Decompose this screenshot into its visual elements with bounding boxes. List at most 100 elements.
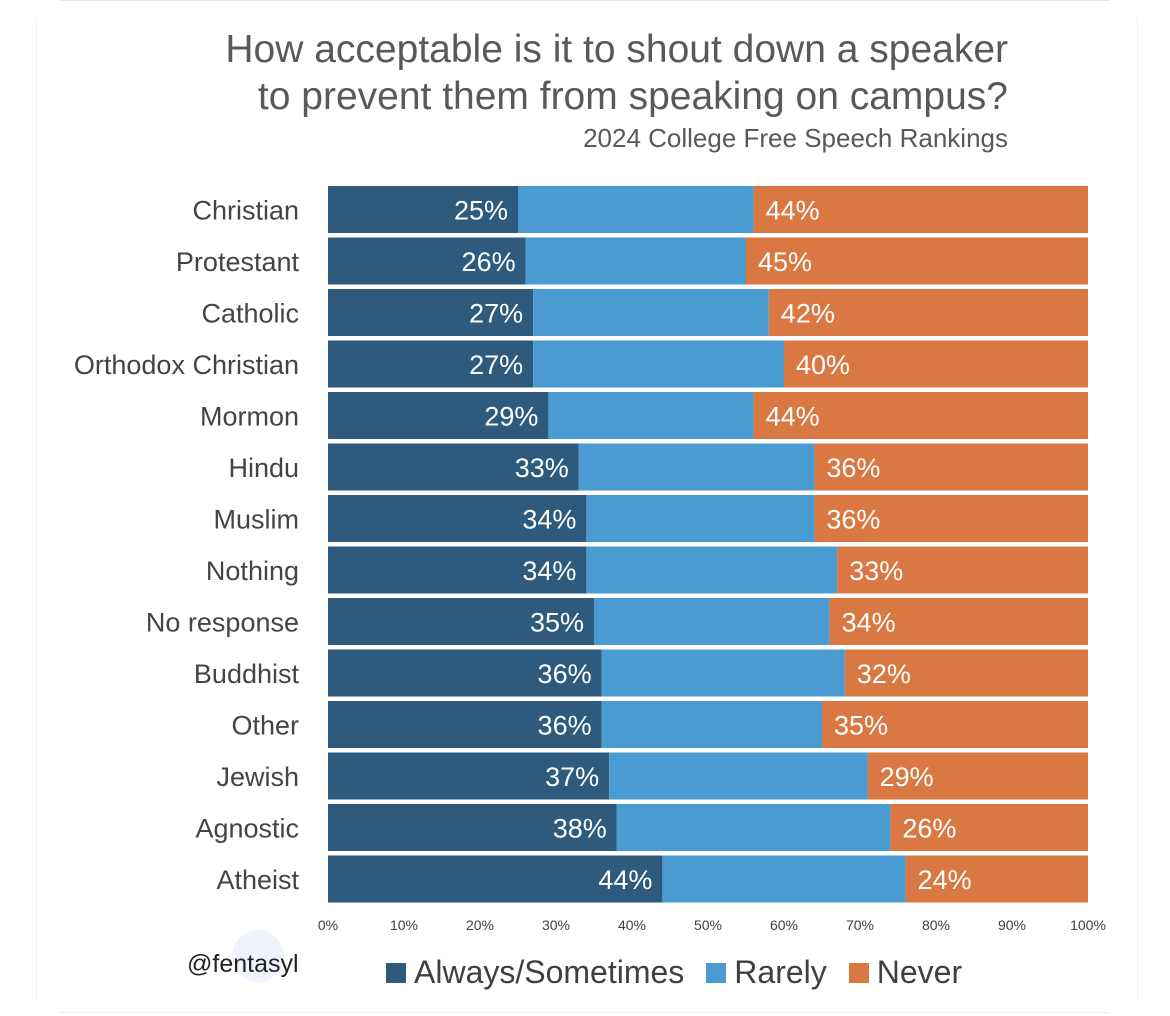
data-label-always-catholic: 27% [469, 299, 523, 329]
legend-item-always: Always/Sometimes [386, 954, 684, 991]
legend-label-always: Always/Sometimes [414, 954, 685, 990]
category-label-muslim: Muslim [214, 505, 300, 535]
data-label-never-protestant: 45% [758, 247, 812, 277]
category-label-catholic: Catholic [201, 299, 299, 329]
legend-swatch-never [848, 962, 869, 983]
category-label-jewish: Jewish [216, 762, 299, 792]
data-label-never-orthodox-christian: 40% [796, 350, 850, 380]
x-tick-label: 10% [390, 917, 418, 933]
bar-never-other [822, 701, 1088, 748]
data-label-never-buddhist: 32% [857, 659, 911, 689]
category-label-no-response: No response [146, 608, 299, 638]
top-divider [60, 0, 1110, 1]
data-label-never-no-response: 34% [842, 608, 896, 638]
data-label-never-christian: 44% [766, 196, 820, 226]
bar-rarely-muslim [586, 495, 815, 542]
bar-always-no-response [328, 598, 594, 645]
data-label-always-nothing: 34% [522, 556, 576, 586]
bar-never-nothing [837, 546, 1088, 594]
chart-title-line-2: to prevent them from speaking on campus? [257, 75, 1008, 118]
legend-item-never: Never [848, 954, 962, 991]
bar-never-atheist [905, 855, 1088, 903]
bar-never-mormon [753, 392, 1088, 439]
data-label-always-buddhist: 36% [538, 659, 592, 689]
legend-label-rarely: Rarely [734, 954, 827, 990]
data-label-never-mormon: 44% [766, 402, 820, 432]
data-label-always-hindu: 33% [515, 453, 569, 483]
data-label-always-muslim: 34% [522, 505, 576, 535]
category-label-other: Other [231, 711, 299, 741]
x-tick-label: 90% [998, 917, 1026, 933]
data-label-always-orthodox-christian: 27% [469, 350, 523, 380]
bar-never-christian [753, 186, 1088, 233]
data-label-always-mormon: 29% [484, 402, 538, 432]
bar-never-muslim [814, 495, 1088, 542]
bar-rarely-buddhist [601, 649, 845, 697]
legend-item-rarely: Rarely [706, 954, 827, 991]
bar-always-hindu [328, 443, 579, 491]
bar-always-buddhist [328, 649, 602, 697]
category-label-mormon: Mormon [200, 402, 299, 432]
chart-legend: Always/Sometimes Rarely Never [386, 954, 984, 991]
data-label-always-atheist: 44% [598, 865, 652, 895]
bar-rarely-catholic [533, 289, 769, 336]
x-tick-label: 40% [618, 917, 646, 933]
data-label-never-muslim: 36% [826, 505, 880, 535]
x-tick-label: 20% [466, 917, 494, 933]
bar-rarely-mormon [548, 392, 754, 439]
category-label-hindu: Hindu [228, 453, 299, 483]
category-label-agnostic: Agnostic [195, 814, 299, 844]
data-label-always-christian: 25% [454, 196, 508, 226]
bar-rarely-orthodox-christian [533, 340, 784, 388]
data-label-never-nothing: 33% [849, 556, 903, 586]
bar-always-jewish [328, 752, 610, 800]
data-label-never-other: 35% [834, 711, 888, 741]
x-tick-label: 100% [1070, 917, 1106, 933]
x-tick-label: 30% [542, 917, 570, 933]
bar-never-no-response [829, 598, 1088, 645]
bar-rarely-protestant [525, 237, 746, 285]
bar-rarely-hindu [578, 443, 815, 491]
data-label-always-agnostic: 38% [553, 814, 607, 844]
x-tick-label: 70% [846, 917, 874, 933]
bar-rarely-no-response [594, 598, 830, 645]
bar-always-muslim [328, 495, 587, 542]
data-label-always-other: 36% [538, 711, 592, 741]
bar-always-orthodox-christian [328, 340, 534, 388]
bar-always-other [328, 701, 602, 748]
author-handle: @fentasyl [187, 950, 299, 978]
bar-always-nothing [328, 546, 587, 594]
bar-never-protestant [746, 237, 1088, 285]
category-label-nothing: Nothing [206, 556, 299, 586]
bar-always-catholic [328, 289, 534, 336]
data-label-always-jewish: 37% [545, 762, 599, 792]
bar-rarely-christian [518, 186, 754, 233]
bar-never-buddhist [844, 649, 1088, 697]
chart-subtitle: 2024 College Free Speech Rankings [583, 123, 1008, 153]
legend-swatch-rarely [706, 962, 727, 983]
bar-rarely-jewish [609, 752, 868, 800]
bar-rarely-agnostic [616, 804, 891, 851]
category-label-protestant: Protestant [176, 247, 300, 277]
bar-rarely-other [601, 701, 822, 748]
bar-never-jewish [867, 752, 1088, 800]
watermark-logo [232, 930, 284, 982]
category-label-orthodox-christian: Orthodox Christian [74, 350, 299, 380]
data-label-never-atheist: 24% [918, 865, 972, 895]
bar-rarely-nothing [586, 546, 838, 594]
bar-never-hindu [814, 443, 1088, 491]
category-label-buddhist: Buddhist [194, 659, 300, 689]
x-tick-label: 50% [694, 917, 722, 933]
data-label-never-hindu: 36% [826, 453, 880, 483]
bar-always-atheist [328, 855, 663, 903]
data-label-never-agnostic: 26% [902, 814, 956, 844]
bar-rarely-atheist [662, 855, 906, 903]
bottom-divider [60, 1012, 1110, 1013]
bar-never-orthodox-christian [784, 340, 1088, 388]
bar-always-christian [328, 186, 518, 233]
bar-always-agnostic [328, 804, 617, 851]
data-label-always-protestant: 26% [462, 247, 516, 277]
bar-never-catholic [768, 289, 1088, 336]
x-tick-label: 60% [770, 917, 798, 933]
